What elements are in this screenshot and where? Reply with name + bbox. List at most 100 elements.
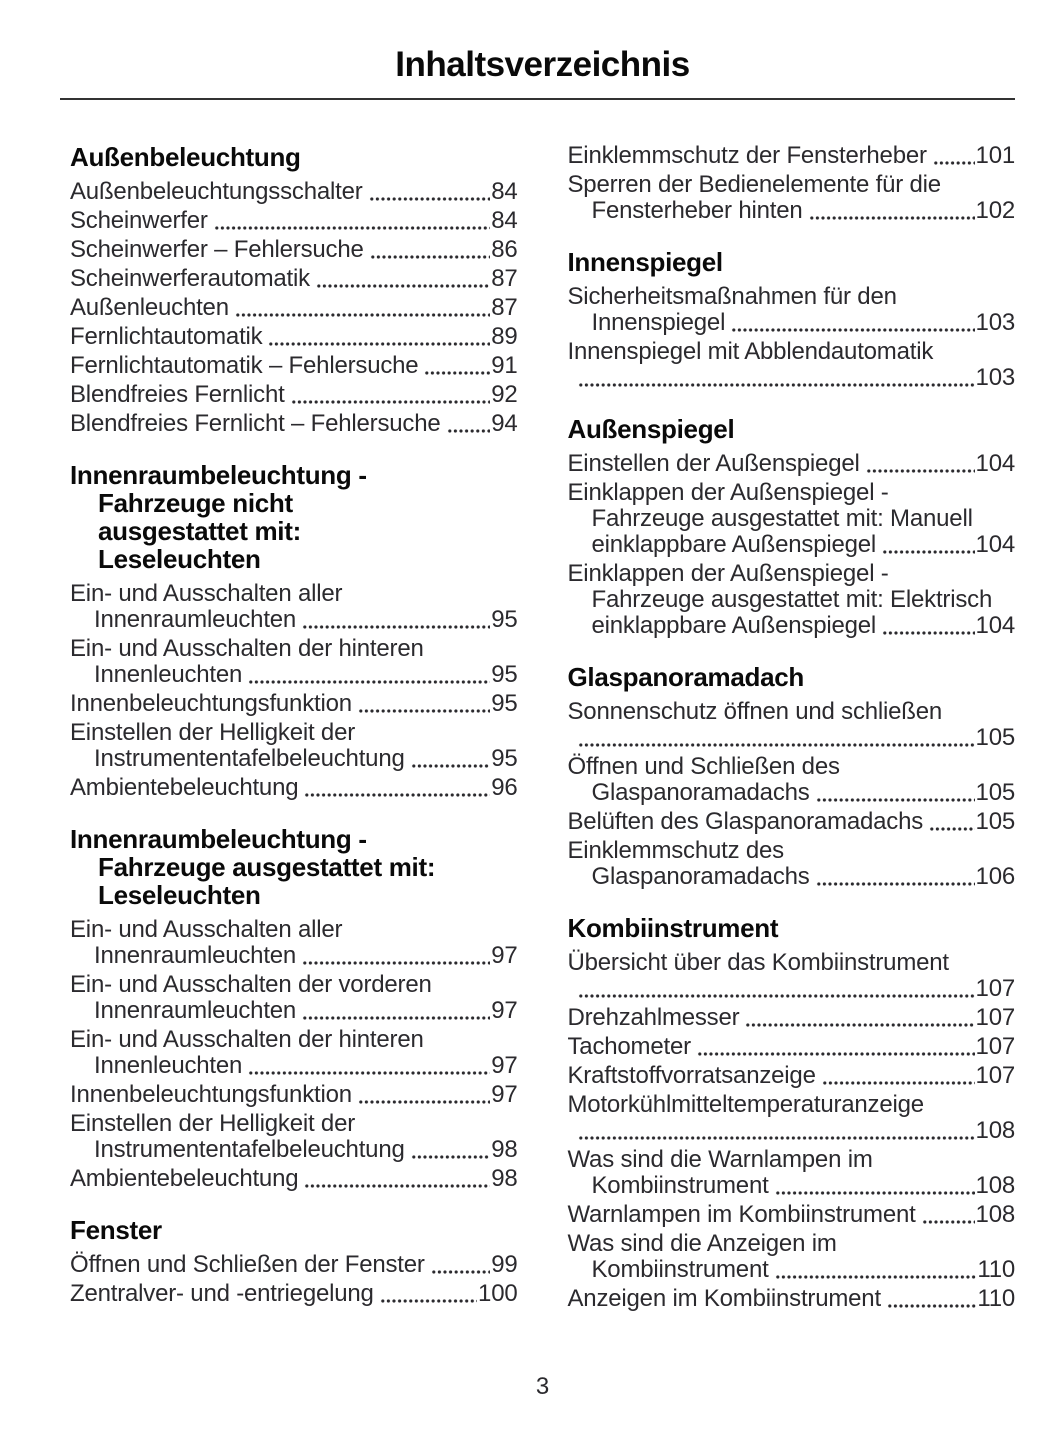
toc-entry[interactable]: Motorkühlmitteltemperaturanzeige 108 [568,1092,1016,1144]
toc-entry[interactable]: Fernlichtautomatik 89 [70,324,518,350]
toc-entry[interactable]: Ambientebeleuchtung 96 [70,775,518,801]
toc-entry[interactable]: Warnlampen im Kombiinstrument 108 [568,1202,1016,1228]
toc-entry[interactable]: Scheinwerfer 84 [70,208,518,234]
toc-entry-text: Innenleuchten [94,1052,243,1079]
toc-entry[interactable]: Einklappen der Außenspiegel - Fahrzeuge a… [568,480,1016,558]
toc-entry-page: 96 [491,774,518,801]
toc-entry-text: Fernlichtautomatik [70,323,263,350]
dot-leader [357,1100,491,1104]
dot-leader [577,994,975,998]
toc-entry[interactable]: Einstellen der Außenspiegel 104 [568,451,1016,477]
toc-entry-page: 103 [975,364,1016,391]
toc-entry[interactable]: Einklappen der Außenspiegel - Fahrzeuge a… [568,561,1016,639]
toc-entry[interactable]: Drehzahlmesser 107 [568,1005,1016,1031]
toc-entry[interactable]: Ein- und Ausschalten der hinteren Innenle… [70,1027,518,1079]
toc-entry-last-line: Tachometer 107 [568,1034,1016,1060]
toc-entry[interactable]: Belüften des Glaspanoramadachs 105 [568,809,1016,835]
toc-entry[interactable]: Zentralver- und -entriegelung 100 [70,1281,518,1307]
toc-section: Innenspiegel Sicherheitsmaßnahmen für den… [568,248,1016,391]
toc-entry[interactable]: Sicherheitsmaßnahmen für den Innenspiegel… [568,284,1016,336]
section-heading: Außenbeleuchtung [70,143,518,171]
toc-entry-last-line: Außenbeleuchtungsschalter 84 [70,179,518,205]
toc-entry-last-line: Innenbeleuchtungsfunktion 97 [70,1082,518,1108]
toc-entry[interactable]: Einklemmschutz des Glaspanoramadachs 106 [568,838,1016,890]
dot-leader [290,400,491,404]
dot-leader [882,631,975,635]
dot-leader [446,429,491,433]
toc-entry[interactable]: Ein- und Ausschalten der vorderen Innenra… [70,972,518,1024]
toc-entry-text: Innenbeleuchtungsfunktion [70,1081,352,1108]
toc-entry-page: 97 [491,1052,518,1079]
toc-entry[interactable]: Was sind die Warnlampen im Kombiinstrumen… [568,1147,1016,1199]
toc-entry[interactable]: Einstellen der Helligkeit der Instrumente… [70,1111,518,1163]
toc-entry-last-line: Innenraumleuchten 97 [70,943,518,969]
dot-leader [932,161,975,165]
dot-leader [268,342,491,346]
toc-entry-text: Scheinwerfer [70,207,208,234]
toc-entry[interactable]: Kraftstoffvorratsanzeige 107 [568,1063,1016,1089]
toc-entry[interactable]: Ein- und Ausschalten aller Innenraumleuch… [70,581,518,633]
dot-leader [921,1220,975,1224]
toc-entry[interactable]: Übersicht über das Kombiinstrument 107 [568,950,1016,1002]
toc-entry[interactable]: Öffnen und Schließen der Fenster 99 [70,1252,518,1278]
toc-entry[interactable]: Scheinwerfer – Fehlersuche 86 [70,237,518,263]
toc-section: Außenspiegel Einstellen der Außenspiegel 1… [568,415,1016,639]
section-heading: Glaspanoramadach [568,663,1016,691]
toc-entry-last-line: Kombiinstrument 110 [568,1257,1016,1283]
toc-entry[interactable]: Fernlichtautomatik – Fehlersuche 91 [70,353,518,379]
toc-entry-text: Scheinwerfer – Fehlersuche [70,236,364,263]
toc-entry-page: 105 [975,808,1016,835]
toc-entry[interactable]: Anzeigen im Kombiinstrument 110 [568,1286,1016,1312]
toc-entry-text: Innenraumleuchten [94,606,297,633]
toc-entry[interactable]: Ein- und Ausschalten aller Innenraumleuch… [70,917,518,969]
toc-entry-text: Instrumententafelbeleuchtung [94,745,405,772]
toc-entry-last-line: 105 [568,725,1015,751]
toc-entry-page: 97 [491,1081,518,1108]
section-heading-line: ausgestattet mit: [98,516,301,546]
toc-entry-last-line: Scheinwerfer – Fehlersuche 86 [70,237,518,263]
dot-leader [577,1136,975,1140]
toc-entry[interactable]: Sperren der Bedienelemente für die Fenste… [568,172,1016,224]
dot-leader [410,1155,491,1159]
toc-entry[interactable]: Scheinwerferautomatik 87 [70,266,518,292]
toc-entry-line: Einklemmschutz des [567,837,785,864]
manual-toc-page: Inhaltsverzeichnis Außenbeleuchtung Außen… [60,45,1016,1400]
toc-entry-last-line: Innenraumleuchten 97 [70,998,518,1024]
toc-entry[interactable]: Tachometer 107 [568,1034,1016,1060]
toc-entry[interactable]: Innenbeleuchtungsfunktion 97 [70,1082,518,1108]
toc-entry[interactable]: Einklemmschutz der Fensterheber 101 [568,143,1016,169]
toc-entry[interactable]: Einstellen der Helligkeit der Instrumente… [70,720,518,772]
toc-entry-line: Ein- und Ausschalten der hinteren [70,635,424,662]
toc-entry-last-line: Innenraumleuchten 95 [70,607,518,633]
toc-entry[interactable]: Innenbeleuchtungsfunktion 95 [70,691,518,717]
toc-entry[interactable]: Außenbeleuchtungsschalter 84 [70,179,518,205]
toc-entry-last-line: Kraftstoffvorratsanzeige 107 [568,1063,1016,1089]
section-heading-line: Innenraumbeleuchtung - [70,460,367,490]
toc-section: Innenraumbeleuchtung - Fahrzeuge ausgesta… [70,825,518,1192]
toc-entry[interactable]: Was sind die Anzeigen im Kombiinstrument 1… [568,1231,1016,1283]
toc-entry-page: 95 [491,606,518,633]
toc-entry-text: Einklemmschutz der Fensterheber [567,142,927,169]
toc-entry-line: Übersicht über das Kombiinstrument [567,949,950,976]
toc-entry-text: Drehzahlmesser [567,1004,740,1031]
dot-leader [882,550,975,554]
toc-entry-text: Glaspanoramadachs [591,863,810,890]
dot-leader [577,383,975,387]
toc-entry[interactable]: Ein- und Ausschalten der hinteren Innenle… [70,636,518,688]
toc-entry-text: Innenbeleuchtungsfunktion [70,690,352,717]
toc-entry[interactable]: Außenleuchten 87 [70,295,518,321]
section-heading-line: Kombiinstrument [567,913,779,943]
toc-entry[interactable]: Öffnen und Schließen des Glaspanoramadach… [568,754,1016,806]
toc-entry[interactable]: Blendfreies Fernlicht – Fehlersuche 94 [70,411,518,437]
toc-entry-last-line: einklappbare Außenspiegel 104 [568,532,1016,558]
toc-entry[interactable]: Ambientebeleuchtung 98 [70,1166,518,1192]
toc-entry-text: Öffnen und Schließen der Fenster [70,1251,425,1278]
toc-entry[interactable]: Sonnenschutz öffnen und schließen 105 [568,699,1016,751]
section-heading-line: Leseleuchten [98,544,261,574]
toc-entry-text: Blendfreies Fernlicht [70,381,285,408]
toc-entry-text: Zentralver- und -entriegelung [70,1280,374,1307]
toc-entry[interactable]: Innenspiegel mit Abblendautomatik 103 [568,339,1016,391]
toc-entry[interactable]: Blendfreies Fernlicht 92 [70,382,518,408]
toc-entry-page: 104 [975,531,1016,558]
toc-entry-line: Öffnen und Schließen des [567,753,840,780]
